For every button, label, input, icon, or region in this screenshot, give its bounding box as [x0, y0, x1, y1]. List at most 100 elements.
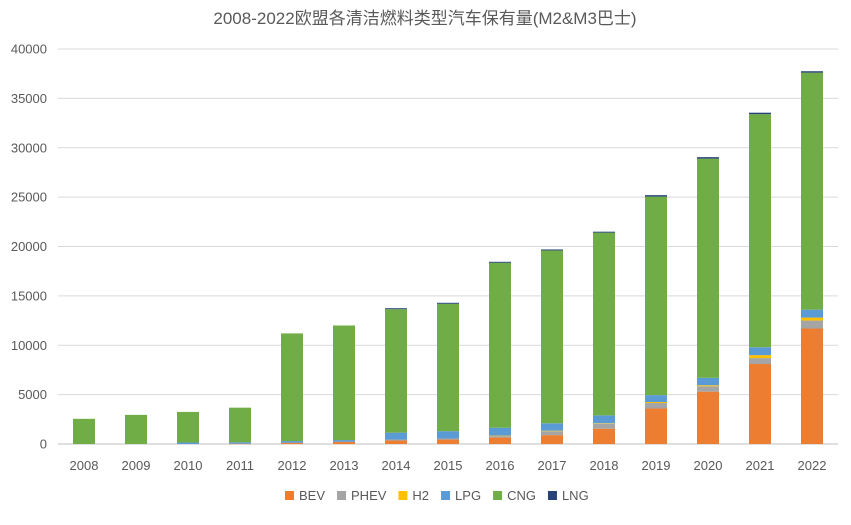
bar-cng-2013: [333, 325, 355, 441]
bar-phev-2022: [801, 320, 823, 329]
x-tick-label: 2010: [174, 458, 203, 473]
bar-bev-2021: [749, 364, 771, 444]
y-tick-label: 0: [40, 437, 47, 452]
bar-h2-2017: [541, 430, 563, 432]
legend-swatch: [398, 491, 408, 500]
bar-lpg-2022: [801, 309, 823, 318]
y-tick-label: 10000: [11, 338, 47, 353]
y-tick-label: 20000: [11, 239, 47, 254]
x-tick-label: 2011: [226, 458, 254, 473]
bar-h2-2022: [801, 317, 823, 321]
y-tick-label: 25000: [11, 190, 47, 205]
bar-phev-2018: [593, 423, 615, 429]
x-tick-label: 2022: [798, 458, 827, 473]
bar-phev-2016: [489, 436, 511, 438]
x-tick-label: 2014: [382, 458, 411, 473]
legend-label: LPG: [455, 488, 481, 503]
bar-bev-2019: [645, 408, 667, 444]
bar-bev-2017: [541, 435, 563, 444]
bar-cng-2017: [541, 250, 563, 424]
bar-bev-2016: [489, 437, 511, 444]
legend-item-cng: CNG: [493, 488, 536, 503]
x-tick-label: 2017: [538, 458, 567, 473]
x-tick-label: 2021: [746, 458, 775, 473]
bar-lng-2020: [697, 157, 719, 159]
bar-cng-2012: [281, 333, 303, 442]
bar-lpg-2010: [177, 442, 199, 444]
bar-lng-2019: [645, 195, 667, 197]
bar-cng-2018: [593, 232, 615, 416]
bar-lpg-2014: [385, 432, 407, 440]
bar-lng-2015: [437, 302, 459, 304]
bar-h2-2016: [489, 435, 511, 437]
legend-item-lng: LNG: [547, 488, 589, 503]
bar-bev-2022: [801, 328, 823, 444]
y-tick-label: 30000: [11, 140, 47, 155]
bar-lng-2018: [593, 231, 615, 233]
bar-lng-2017: [541, 249, 563, 251]
legend-swatch: [441, 491, 451, 500]
bar-h2-2021: [749, 355, 771, 359]
legend-swatch: [493, 491, 503, 500]
chart-title: 2008-2022欧盟各清洁燃料类型汽车保有量(M2&M3巴士): [213, 9, 636, 28]
bar-bev-2011: [229, 443, 251, 445]
bar-lpg-2013: [333, 440, 355, 442]
bar-cng-2022: [801, 72, 823, 310]
bar-cng-2020: [697, 158, 719, 378]
bar-phev-2013: [333, 441, 355, 443]
legend-swatch: [547, 491, 557, 500]
bar-cng-2021: [749, 114, 771, 348]
bar-lpg-2011: [229, 442, 251, 444]
x-tick-label: 2012: [278, 458, 307, 473]
bar-phev-2021: [749, 358, 771, 365]
bar-lng-2022: [801, 71, 823, 73]
bars: [73, 71, 823, 445]
bar-h2-2020: [697, 385, 719, 387]
legend-item-lpg: LPG: [441, 488, 481, 503]
x-tick-label: 2019: [642, 458, 671, 473]
legend-item-phev: PHEV: [337, 488, 387, 503]
legend-label: LNG: [562, 488, 589, 503]
x-tick-label: 2013: [330, 458, 359, 473]
bar-bev-2018: [593, 428, 615, 444]
bar-phev-2017: [541, 431, 563, 436]
bar-bev-2012: [281, 443, 303, 444]
bar-phev-2014: [385, 439, 407, 441]
bar-h2-2019: [645, 402, 667, 404]
bar-cng-2011: [229, 407, 251, 443]
x-tick-label: 2016: [486, 458, 515, 473]
bar-bev-2013: [333, 442, 355, 444]
bar-lpg-2016: [489, 427, 511, 436]
legend-swatch: [285, 491, 294, 500]
bar-bev-2020: [697, 391, 719, 444]
legend-label: PHEV: [351, 488, 387, 503]
x-tick-label: 2015: [434, 458, 463, 473]
x-tick-label: 2020: [694, 458, 723, 473]
bar-cng-2015: [437, 303, 459, 432]
bar-lng-2021: [749, 112, 771, 115]
bar-lpg-2017: [541, 423, 563, 431]
bar-phev-2015: [437, 438, 459, 440]
bar-phev-2020: [697, 386, 719, 392]
bar-lpg-2015: [437, 431, 459, 439]
y-tick-label: 35000: [11, 91, 47, 106]
bar-bev-2015: [437, 439, 459, 444]
bar-cng-2009: [125, 414, 147, 444]
bar-cng-2008: [73, 418, 95, 444]
bar-lpg-2012: [281, 441, 303, 443]
bar-cng-2016: [489, 262, 511, 428]
bar-cng-2014: [385, 309, 407, 433]
bar-phev-2012: [281, 442, 303, 444]
bar-lpg-2019: [645, 395, 667, 403]
legend-label: BEV: [299, 488, 325, 503]
legend: BEV PHEV H2 LPG CNG LNG: [285, 488, 589, 503]
bar-lpg-2018: [593, 415, 615, 424]
gridlines: [58, 48, 838, 445]
bar-lng-2014: [385, 308, 407, 310]
legend-item-h2: H2: [398, 488, 429, 503]
legend-item-bev: BEV: [285, 488, 325, 503]
bar-h2-2018: [593, 423, 615, 424]
y-tick-label: 40000: [11, 42, 47, 57]
axes: 0 5000 10000 15000 20000 25000 30000 35000 40000…: [11, 42, 827, 474]
